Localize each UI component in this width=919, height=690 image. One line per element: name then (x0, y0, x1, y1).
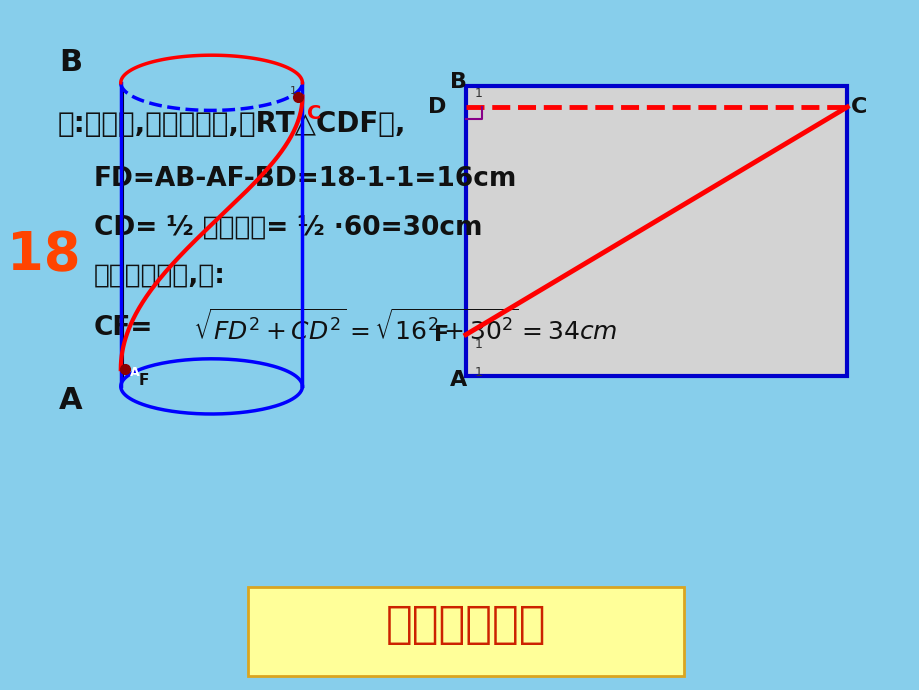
Text: 根据勾股定理,得:: 根据勾股定理,得: (94, 263, 225, 289)
Text: 18: 18 (6, 229, 80, 282)
Text: 1: 1 (289, 86, 297, 96)
Text: C: C (307, 104, 321, 123)
Text: B: B (449, 72, 467, 92)
Text: 最短路径问题: 最短路径问题 (385, 603, 546, 646)
Text: A: A (130, 366, 140, 379)
Text: FD=AB-AF-BD=18-1-1=16cm: FD=AB-AF-BD=18-1-1=16cm (94, 166, 516, 193)
Text: $\sqrt{FD^{2}+CD^{2}}=\sqrt{16^{2}+30^{2}}=34cm$: $\sqrt{FD^{2}+CD^{2}}=\sqrt{16^{2}+30^{2… (193, 310, 618, 346)
Text: C: C (850, 97, 867, 117)
Text: 1: 1 (474, 338, 482, 351)
Text: B: B (59, 48, 83, 77)
Text: 1: 1 (474, 87, 482, 100)
Text: F: F (434, 325, 449, 344)
Text: 1: 1 (474, 366, 482, 379)
Text: CD= ½ 底面周长= ½ ·60=30cm: CD= ½ 底面周长= ½ ·60=30cm (94, 215, 482, 241)
Bar (465, 86, 846, 376)
Text: A: A (59, 386, 83, 415)
FancyBboxPatch shape (247, 586, 683, 676)
Text: D: D (427, 97, 446, 117)
Text: 解:如下图,将侧面展开,在RT△CDF中,: 解:如下图,将侧面展开,在RT△CDF中, (57, 110, 405, 138)
Text: F: F (139, 373, 149, 388)
Text: A: A (449, 370, 467, 390)
Text: CF=: CF= (94, 315, 153, 341)
